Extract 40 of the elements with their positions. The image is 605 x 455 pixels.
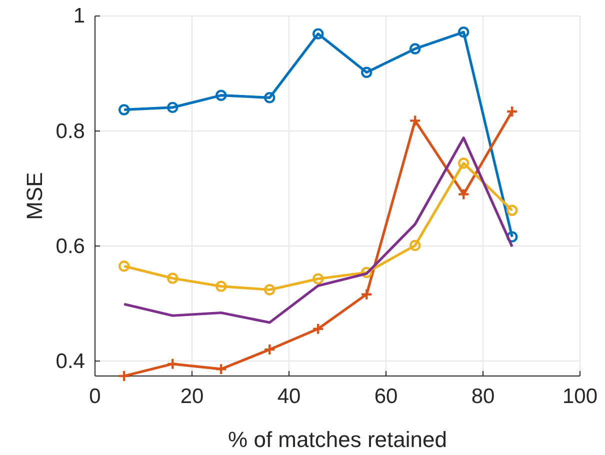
x-axis-title: % of matches retained — [228, 427, 447, 452]
y-tick-label: 1 — [73, 4, 85, 28]
point — [166, 358, 179, 370]
point — [216, 90, 227, 101]
y-tick-label: 0.8 — [56, 120, 85, 143]
x-tick-label: 20 — [180, 384, 204, 408]
x-tick-label: 40 — [277, 384, 301, 408]
point — [264, 284, 276, 296]
point — [410, 240, 421, 252]
y-axis-title: MSE — [22, 172, 47, 220]
point — [458, 26, 470, 38]
point — [361, 266, 372, 278]
point — [215, 363, 228, 376]
point — [118, 104, 130, 116]
point — [264, 92, 276, 104]
point — [458, 158, 470, 169]
point — [167, 102, 178, 114]
point — [360, 288, 373, 300]
point — [458, 188, 470, 200]
x-tick-label: 0 — [89, 384, 101, 408]
point — [409, 114, 422, 127]
point — [506, 105, 518, 118]
point — [118, 370, 130, 382]
point — [264, 343, 276, 356]
point — [506, 204, 518, 216]
point — [361, 66, 372, 78]
point — [118, 260, 130, 272]
point — [410, 43, 421, 54]
point — [506, 231, 518, 242]
point — [167, 272, 178, 284]
point — [312, 322, 324, 335]
x-tick-label: 60 — [374, 384, 398, 408]
point — [312, 273, 324, 284]
point — [312, 28, 324, 40]
line-series — [122, 136, 514, 324]
y-tick-label: 0.4 — [56, 350, 86, 373]
point — [216, 280, 227, 292]
y-tick-label: 0.6 — [56, 234, 85, 258]
x-tick-label: 100 — [562, 384, 598, 408]
x-tick-label: 80 — [471, 384, 495, 408]
